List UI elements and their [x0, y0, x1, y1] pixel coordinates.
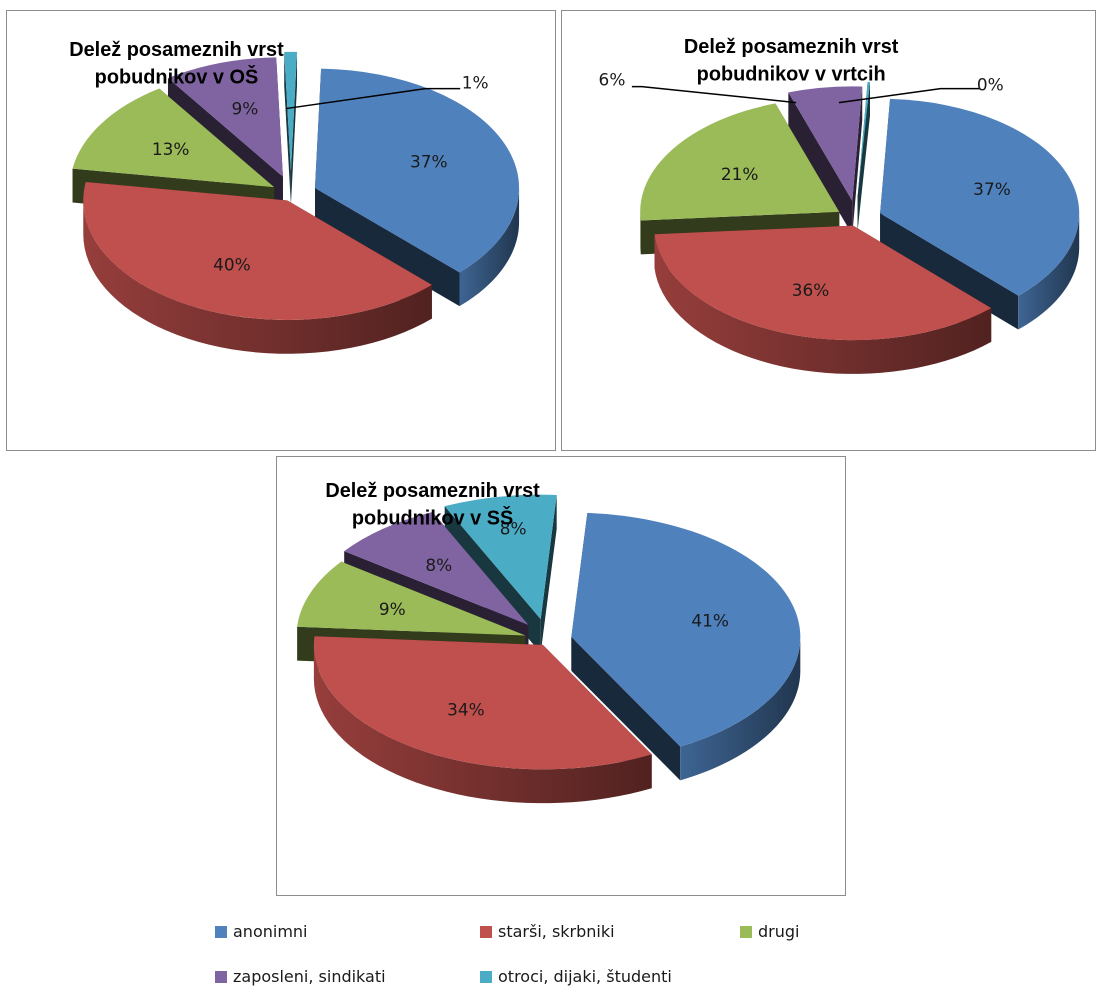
legend-item-starsi-skrbniki: starši, skrbniki [480, 922, 615, 941]
vrtci-slice-wall-zaposleni-sindikati-0 [788, 92, 853, 235]
chart-ss: 41% 34% 9% 8% 8% Delež posameznih vrst pobudni… [297, 480, 801, 804]
vrtci-chart-title-line-2: pobudnikov v vrtcih [697, 64, 886, 86]
os-slice-side-anonimni-0 [459, 187, 520, 307]
os-slice-wall-otroci-dijaki-studenti-0 [284, 51, 291, 206]
legend-label-anonimni: anonimni [233, 922, 308, 941]
ss-slice-top-otroci-dijaki-studenti [444, 494, 557, 620]
vrtci-slice-side-anonimni-0 [1018, 213, 1080, 330]
os-slice-wall-anonimni-1 [315, 187, 460, 307]
vrtci-slice-top-zaposleni-sindikati [788, 86, 863, 201]
os-data-label-zaposleni-sindikati: 9% [232, 99, 259, 119]
vrtci-slice-anonimni [880, 98, 1080, 330]
os-data-label-otroci-dijaki-studenti: 1% [462, 73, 489, 93]
vrtci-slice-starsi-skrbniki [654, 225, 992, 374]
legend-label-zaposleni-sindikati: zaposleni, sindikati [233, 967, 386, 986]
vrtci-slice-side-drugi-0 [640, 211, 641, 255]
vrtci-slice-zaposleni-sindikati [788, 86, 863, 235]
legend-swatch-otroci-dijaki-studenti [480, 970, 492, 983]
ss-chart-title-line-2: pobudnikov v SŠ [352, 506, 513, 530]
ss-slice-top-zaposleni-sindikati [344, 511, 529, 625]
ss-data-label-starsi-skrbniki: 34% [447, 700, 485, 720]
ss-chart-title-line-1: Delež posameznih vrst [325, 480, 540, 502]
legend-label-otroci-dijaki-studenti: otroci, dijaki, študenti [498, 967, 672, 986]
vrtci-data-label-drugi: 21% [721, 164, 759, 184]
ss-data-label-otroci-dijaki-studenti: 8% [500, 519, 527, 539]
vrtci-leader-line-otroci-dijaki-studenti [838, 87, 981, 104]
chart-vrtci: 37% 36% 21% 6% 0% Delež posameznih vrst pobudn… [599, 36, 1080, 374]
ss-slice-top-starsi-skrbniki [313, 636, 652, 770]
legend-item-drugi: drugi [740, 922, 799, 941]
os-chart-title-line-2: pobudnikov v OŠ [95, 65, 259, 89]
vrtci-slice-wall-zaposleni-sindikati-1 [852, 86, 863, 235]
ss-slice-top-drugi [297, 561, 526, 636]
ss-slice-side-starsi-skrbniki-0 [313, 644, 652, 804]
vrtci-slice-top-anonimni [880, 98, 1080, 296]
chart-vrtci-frame: 37% 36% 21% 6% 0% Delež posameznih vrst pobudn… [561, 10, 1096, 451]
legend-label-starsi-skrbniki: starši, skrbniki [498, 922, 615, 941]
chart-os-frame: 37% 40% 13% 9% 1% Delež posameznih vrst pobudn… [6, 10, 556, 451]
os-data-label-anonimni: 37% [410, 151, 448, 171]
os-slice-side-starsi-skrbniki-0 [83, 200, 432, 354]
os-slice-top-zaposleni-sindikati [167, 57, 283, 177]
vrtci-slice-top-drugi [640, 103, 840, 221]
legend-item-zaposleni-sindikati: zaposleni, sindikati [215, 967, 386, 986]
os-slice-otroci-dijaki-studenti [284, 51, 298, 206]
vrtci-slice-otroci-dijaki-studenti [857, 81, 870, 231]
os-slice-anonimni [315, 68, 520, 307]
chart-ss-frame: 41% 34% 9% 8% 8% Delež posameznih vrst pobudni… [276, 456, 846, 896]
legend-swatch-anonimni [215, 925, 227, 938]
legend-item-otroci-dijaki-studenti: otroci, dijaki, študenti [480, 967, 672, 986]
vrtci-slice-top-otroci-dijaki-studenti [857, 81, 870, 197]
ss-data-label-anonimni: 41% [691, 611, 729, 631]
vrtci-slice-top-starsi-skrbniki [654, 225, 992, 341]
vrtci-chart-title-line-1: Delež posameznih vrst [684, 36, 899, 58]
vrtci-data-label-starsi-skrbniki: 36% [792, 280, 830, 300]
legend-swatch-zaposleni-sindikati [215, 970, 227, 983]
legend-swatch-starsi-skrbniki [480, 925, 492, 938]
ss-slice-wall-otroci-dijaki-studenti-1 [540, 495, 557, 653]
os-data-label-drugi: 13% [152, 139, 190, 159]
os-chart-title-line-1: Delež posameznih vrst [69, 39, 284, 61]
os-slice-top-drugi [72, 88, 275, 188]
legend-label-drugi: drugi [758, 922, 800, 941]
ss-slice-starsi-skrbniki [313, 636, 652, 804]
legend: anonimni starši, skrbniki drugi zaposleni, … [0, 900, 1096, 997]
vrtci-slice-side-starsi-skrbniki-0 [654, 234, 992, 374]
ss-data-label-drugi: 9% [379, 599, 406, 619]
os-slice-starsi-skrbniki [83, 181, 432, 354]
ss-slice-top-anonimni [571, 512, 801, 747]
vrtci-data-label-otroci-dijaki-studenti: 0% [977, 75, 1004, 95]
os-slice-top-starsi-skrbniki [83, 181, 432, 320]
os-leader-line-otroci-dijaki-studenti [285, 87, 461, 110]
vrtci-data-label-anonimni: 37% [973, 179, 1011, 199]
vrtci-leader-line-zaposleni-sindikati [631, 85, 797, 104]
os-slice-top-anonimni [315, 68, 520, 273]
vrtci-data-label-zaposleni-sindikati: 6% [599, 70, 626, 90]
os-data-label-starsi-skrbniki: 40% [213, 254, 251, 274]
ss-slice-side-anonimni-0 [680, 637, 801, 781]
ss-data-label-zaposleni-sindikati: 8% [425, 555, 452, 575]
os-slice-top-otroci-dijaki-studenti [284, 51, 298, 172]
legend-swatch-drugi [740, 925, 752, 938]
vrtci-slice-wall-anonimni-1 [880, 213, 1019, 330]
vrtci-slice-wall-otroci-dijaki-studenti-1 [857, 81, 870, 231]
legend-item-anonimni: anonimni [215, 922, 308, 941]
os-slice-wall-otroci-dijaki-studenti-1 [290, 51, 298, 206]
ss-slice-wall-anonimni-1 [571, 637, 681, 781]
ss-slice-anonimni [571, 512, 801, 781]
chart-os: 37% 40% 13% 9% 1% Delež posameznih vrst pobudn… [69, 39, 520, 354]
